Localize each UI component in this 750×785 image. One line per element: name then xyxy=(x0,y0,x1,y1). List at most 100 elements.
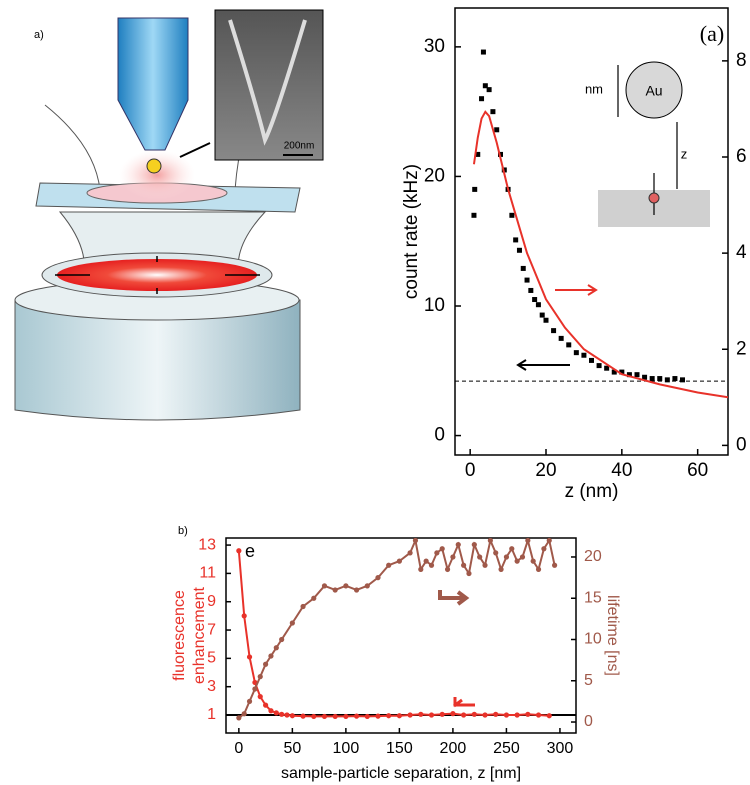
point xyxy=(246,654,253,660)
panel-label: a) xyxy=(34,29,44,41)
y2-tick-label: 4 xyxy=(736,242,747,263)
point xyxy=(471,711,477,717)
point xyxy=(439,546,445,552)
point xyxy=(375,575,381,581)
y-tick-label: 0 xyxy=(434,425,445,446)
plot-frame xyxy=(454,7,729,456)
point xyxy=(300,713,306,719)
point xyxy=(494,127,500,133)
point xyxy=(423,558,429,564)
y-tick-label: 30 xyxy=(424,36,445,57)
point xyxy=(311,713,317,720)
point xyxy=(412,538,419,544)
annotation: e xyxy=(245,541,255,561)
point xyxy=(289,713,295,719)
point xyxy=(428,712,435,718)
point xyxy=(471,212,477,218)
point xyxy=(619,369,625,375)
x-axis-label: z (nm) xyxy=(565,481,619,502)
y-axis-label: count rate (kHz) xyxy=(401,164,422,299)
point xyxy=(472,186,478,192)
inset xyxy=(598,61,710,227)
point xyxy=(482,83,488,89)
point xyxy=(257,694,263,700)
point xyxy=(516,247,522,253)
point xyxy=(321,713,328,720)
point xyxy=(503,554,510,560)
point xyxy=(418,566,424,572)
point xyxy=(546,713,552,719)
point xyxy=(439,711,445,717)
point xyxy=(642,374,648,380)
point xyxy=(241,711,247,717)
point xyxy=(353,713,360,719)
point xyxy=(343,583,349,589)
y-tick-label: 20 xyxy=(424,165,445,186)
point xyxy=(566,342,572,348)
point xyxy=(300,603,306,610)
y2-tick-label: 20 xyxy=(584,548,602,565)
x-axis-label: sample-particle separation, z [nm] xyxy=(281,765,521,782)
y2-axis-label: lifetime [ns] xyxy=(604,595,621,676)
point xyxy=(396,558,402,564)
x-tick-label: 150 xyxy=(386,740,413,757)
point xyxy=(490,109,496,115)
schematic: a) 200nm b) xyxy=(14,9,324,537)
point xyxy=(428,562,435,568)
point xyxy=(525,711,531,717)
y-tick-label: 5 xyxy=(207,650,216,667)
point xyxy=(611,369,617,375)
point xyxy=(596,363,602,369)
point xyxy=(236,715,242,721)
y2-tick-label: 15 xyxy=(584,589,602,606)
point xyxy=(407,550,413,556)
point xyxy=(514,558,520,564)
y2-tick-label: 5 xyxy=(584,672,593,689)
point xyxy=(664,377,670,383)
point xyxy=(535,302,541,308)
point xyxy=(268,708,274,714)
x-tick-label: 50 xyxy=(283,740,301,757)
point xyxy=(482,712,488,718)
inset-label: Au xyxy=(645,83,662,99)
y-tick-label: 3 xyxy=(207,678,216,695)
point xyxy=(480,49,486,55)
y2-tick-label: 6 xyxy=(736,146,747,167)
point xyxy=(386,713,392,719)
point xyxy=(284,712,290,718)
point xyxy=(321,583,328,589)
series-line xyxy=(472,110,728,399)
point xyxy=(581,352,587,358)
point xyxy=(509,212,515,218)
arrows xyxy=(438,284,598,708)
point xyxy=(332,713,338,720)
point xyxy=(273,645,279,651)
point xyxy=(252,686,258,692)
point xyxy=(444,566,451,572)
y-tick-label: 9 xyxy=(207,593,216,610)
point xyxy=(498,566,504,572)
plot-area xyxy=(226,538,576,721)
point xyxy=(535,566,542,572)
point xyxy=(509,546,515,552)
point xyxy=(604,365,610,371)
point xyxy=(311,595,317,601)
x-tick-label: 200 xyxy=(440,740,467,757)
point xyxy=(657,376,663,382)
point xyxy=(455,542,461,548)
point xyxy=(479,96,485,102)
y-tick-label: 10 xyxy=(424,295,445,316)
y2-tick-label: 0 xyxy=(736,434,747,455)
x-tick-label: 20 xyxy=(535,460,556,481)
point xyxy=(466,570,472,577)
point xyxy=(279,711,285,717)
y2-tick-label: 10 xyxy=(584,631,602,648)
point xyxy=(539,312,545,318)
point xyxy=(558,335,564,341)
point xyxy=(332,587,338,593)
point xyxy=(513,237,519,243)
annotation: (a) xyxy=(700,21,724,46)
point xyxy=(680,377,685,383)
point xyxy=(573,350,579,356)
